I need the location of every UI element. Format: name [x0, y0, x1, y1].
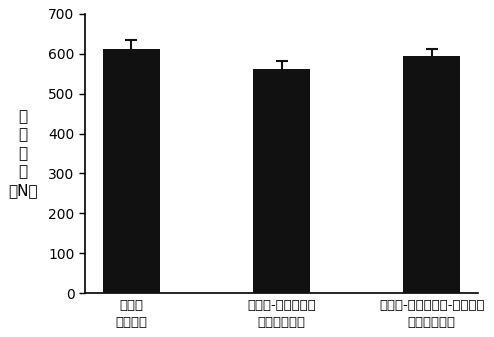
Y-axis label: 拉
伸
强
度
（N）: 拉 伸 强 度 （N）: [8, 109, 38, 198]
Bar: [403, 56, 460, 293]
Bar: [103, 49, 160, 293]
Bar: [253, 69, 310, 293]
